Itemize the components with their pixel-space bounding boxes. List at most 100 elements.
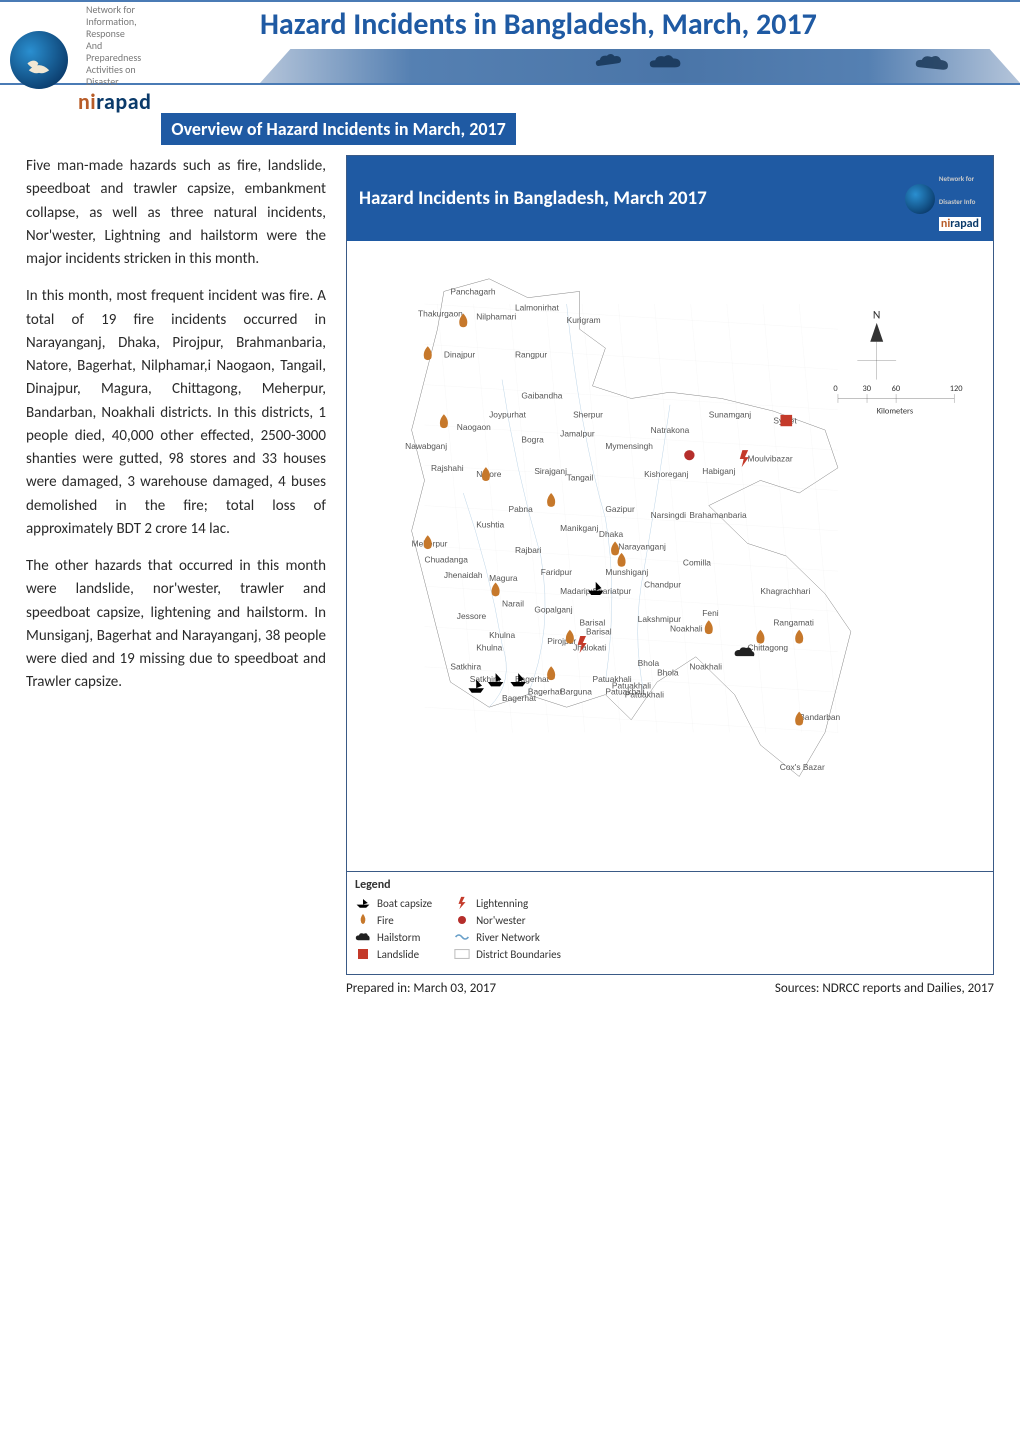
map-svg: PanchagarhThakurgaonNilphamariLalmonirha… (347, 241, 993, 871)
svg-text:Satkhira: Satkhira (450, 662, 481, 672)
svg-text:Jhenaidah: Jhenaidah (444, 570, 483, 580)
page-title: Hazard Incidents in Bangladesh, March, 2… (260, 6, 1006, 43)
svg-text:Sirajganj: Sirajganj (534, 466, 567, 476)
cloud-icon (648, 51, 684, 73)
mini-brand: Network forDisaster Info nirapad (905, 164, 981, 233)
legend-label: Hailstorm (377, 931, 420, 944)
svg-text:Brahamanbaria: Brahamanbaria (689, 510, 747, 520)
map-column: Hazard Incidents in Bangladesh, March 20… (346, 155, 994, 996)
sources-label: Sources: NDRCC reports and Dailies, 2017 (775, 981, 994, 996)
page-header: Network for Information, Response And Pr… (0, 0, 1020, 85)
legend-columns: Boat capsize Fire Hailstorm Landslide Light… (355, 896, 985, 964)
svg-text:Rajshahi: Rajshahi (431, 463, 464, 473)
svg-text:Lalmonirhat: Lalmonirhat (515, 302, 560, 312)
svg-text:Nilphamari: Nilphamari (476, 312, 516, 322)
fire-icon (355, 913, 371, 927)
narrative-column: Five man-made hazards such as fire, land… (26, 155, 326, 996)
legend-col: Lightenning Nor'wester River Network Distri… (454, 896, 561, 964)
logo-block: Network for Information, Response And Pr… (0, 0, 161, 119)
square-icon (355, 947, 371, 961)
svg-text:Kushtia: Kushtia (476, 520, 504, 530)
svg-text:Jessore: Jessore (457, 611, 487, 621)
svg-text:N: N (873, 309, 880, 323)
svg-text:Mymensingh: Mymensingh (605, 441, 653, 451)
logo-circle (10, 31, 68, 89)
svg-text:Bhola: Bhola (657, 668, 679, 678)
cloud-icon (912, 49, 952, 77)
brand-rest: rapad (96, 88, 151, 115)
svg-text:Noakhali: Noakhali (689, 662, 722, 672)
prepared-label: Prepared in: March 03, 2017 (346, 981, 496, 996)
boat-icon (355, 896, 371, 910)
legend-label: District Boundaries (476, 948, 561, 961)
svg-text:Chandpur: Chandpur (644, 580, 681, 590)
legend-item: Boat capsize (355, 896, 432, 910)
legend-item: Hailstorm (355, 930, 432, 944)
svg-text:Patuakhali: Patuakhali (625, 690, 664, 700)
paragraph: The other hazards that occurred in this … (26, 555, 326, 695)
legend-item: Nor'wester (454, 913, 561, 927)
svg-text:Dhaka: Dhaka (599, 529, 624, 539)
legend-item: River Network (454, 930, 561, 944)
svg-text:Bagerhat: Bagerhat (502, 693, 537, 703)
svg-text:Dinajpur: Dinajpur (444, 350, 475, 360)
map-title: Hazard Incidents in Bangladesh, March 20… (359, 187, 707, 210)
svg-text:Natrakona: Natrakona (651, 425, 690, 435)
mini-tagline: Network forDisaster Info (939, 174, 976, 206)
dot-icon (454, 913, 470, 927)
legend-box: Legend Boat capsizeFireHailstormLandslid… (347, 871, 993, 974)
svg-text:60: 60 (892, 384, 901, 394)
svg-text:Sunamganj: Sunamganj (709, 410, 752, 420)
svg-text:Joypurhat: Joypurhat (489, 410, 527, 420)
svg-text:Jamalpur: Jamalpur (560, 428, 595, 438)
svg-text:120: 120 (950, 384, 963, 394)
banner-strip (260, 49, 1020, 83)
tagline: Network for Information, Response And Pr… (86, 4, 151, 88)
svg-text:Gazipur: Gazipur (605, 504, 635, 514)
svg-text:Magura: Magura (489, 573, 518, 583)
legend-label: Landslide (377, 948, 419, 961)
svg-text:0: 0 (833, 384, 837, 394)
legend-col: Boat capsize Fire Hailstorm Landslide (355, 896, 432, 964)
svg-text:Kilometers: Kilometers (877, 407, 913, 417)
svg-text:Narsingdi: Narsingdi (651, 510, 687, 520)
legend-item: Fire (355, 913, 432, 927)
svg-text:Barisal: Barisal (586, 627, 612, 637)
brand-prefix: ni (78, 88, 96, 115)
svg-text:Khagrachhari: Khagrachhari (760, 586, 810, 596)
svg-text:Bandarban: Bandarban (799, 712, 840, 722)
river-icon (454, 930, 470, 944)
svg-text:Manikganj: Manikganj (560, 523, 598, 533)
svg-text:Chittagong: Chittagong (748, 643, 789, 653)
svg-text:Gopalganj: Gopalganj (534, 605, 572, 615)
svg-text:Munshiganj: Munshiganj (605, 567, 648, 577)
paragraph: In this month, most frequent incident wa… (26, 285, 326, 541)
svg-text:Panchagarh: Panchagarh (450, 287, 496, 297)
paragraph: Five man-made hazards such as fire, land… (26, 155, 326, 271)
header-accent-bar (0, 0, 1020, 2)
legend-item: District Boundaries (454, 947, 561, 961)
svg-text:Noakhali: Noakhali (670, 624, 703, 634)
bolt-icon (454, 896, 470, 910)
logo-text-block: Network for Information, Response And Pr… (78, 4, 151, 115)
svg-text:Moulvibazar: Moulvibazar (748, 454, 793, 464)
svg-text:Kurigram: Kurigram (567, 315, 601, 325)
legend-label: Fire (377, 914, 394, 927)
svg-text:Kishoreganj: Kishoreganj (644, 469, 688, 479)
svg-text:Pabna: Pabna (509, 504, 534, 514)
svg-text:Bogra: Bogra (521, 435, 544, 445)
map-body: PanchagarhThakurgaonNilphamariLalmonirha… (347, 241, 993, 871)
svg-text:Comilla: Comilla (683, 558, 711, 568)
legend-item: Landslide (355, 947, 432, 961)
content-area: Overview of Hazard Incidents in March, 2… (0, 85, 1020, 1036)
cloud-icon (593, 49, 625, 71)
legend-item: Lightenning (454, 896, 561, 910)
hands-icon (22, 43, 56, 77)
svg-text:Khulna: Khulna (476, 643, 503, 653)
map-header: Hazard Incidents in Bangladesh, March 20… (347, 156, 993, 241)
legend-label: Lightenning (476, 897, 528, 910)
svg-text:Sherpur: Sherpur (573, 410, 603, 420)
legend-label: River Network (476, 931, 540, 944)
svg-text:Habiganj: Habiganj (702, 466, 735, 476)
svg-text:Nawabganj: Nawabganj (405, 441, 447, 451)
